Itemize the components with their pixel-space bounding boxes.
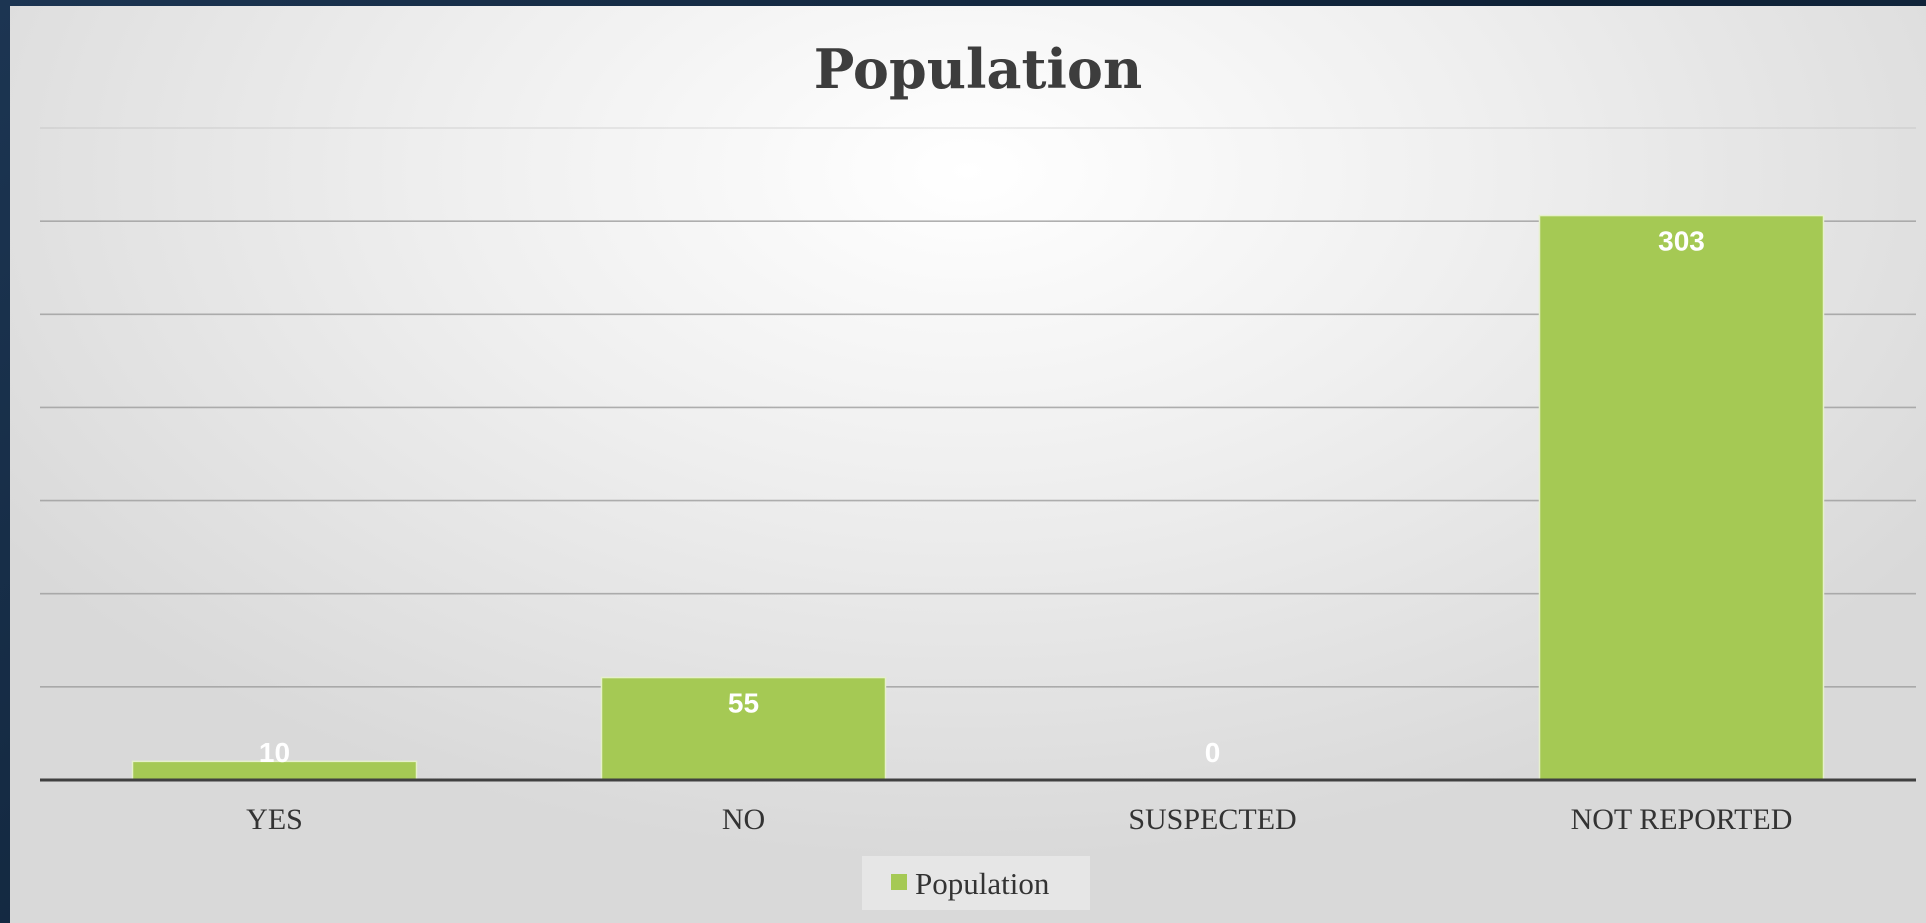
legend-swatch bbox=[891, 874, 907, 890]
chart-panel: 10 55 0 303 YES NO SUSPECTED NOT REPORTED Popu… bbox=[10, 6, 1926, 923]
data-labels: 10 55 0 303 bbox=[259, 226, 1705, 768]
x-tick-label: NOT REPORTED bbox=[1571, 803, 1793, 836]
legend: Population bbox=[862, 856, 1090, 910]
x-tick-label: YES bbox=[246, 803, 303, 836]
bar-no bbox=[600, 676, 887, 781]
bars bbox=[131, 214, 1825, 781]
data-label: 55 bbox=[728, 688, 759, 719]
data-label: 0 bbox=[1205, 737, 1221, 768]
legend-label: Population bbox=[915, 866, 1050, 901]
bar-chart: 10 55 0 303 YES NO SUSPECTED NOT REPORTED Popu… bbox=[40, 37, 1916, 910]
bar-not-reported bbox=[1538, 214, 1825, 781]
x-tick-labels: YES NO SUSPECTED NOT REPORTED bbox=[246, 803, 1792, 836]
gridlines bbox=[40, 127, 1916, 688]
data-label: 10 bbox=[259, 737, 290, 768]
data-label: 303 bbox=[1658, 226, 1705, 257]
x-tick-label: SUSPECTED bbox=[1128, 803, 1296, 836]
x-tick-label: NO bbox=[722, 803, 765, 836]
chart-title: Population bbox=[814, 37, 1142, 101]
